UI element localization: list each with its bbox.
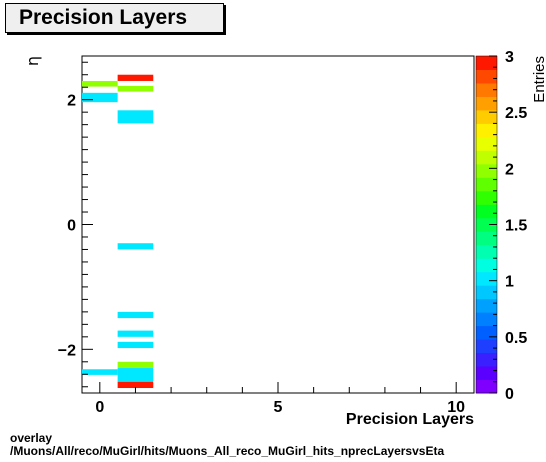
palette-segment bbox=[476, 163, 497, 178]
heatmap-cell bbox=[82, 369, 118, 375]
heatmap-cells bbox=[82, 74, 154, 389]
x-tick-label: 10 bbox=[447, 399, 465, 416]
footer-line-1: overlay bbox=[10, 431, 53, 445]
palette-segment bbox=[476, 69, 497, 84]
palette-segment bbox=[476, 339, 497, 354]
y-tick-label: 2 bbox=[67, 93, 76, 110]
palette-segment bbox=[476, 379, 497, 394]
heatmap-cell bbox=[117, 368, 154, 382]
palette-segment bbox=[476, 312, 497, 327]
palette-segment bbox=[476, 217, 497, 232]
heatmap-cell bbox=[117, 361, 154, 369]
footer: overlay /Muons/All/reco/MuGirl/hits/Muon… bbox=[10, 432, 444, 458]
palette-segment bbox=[476, 150, 497, 165]
palette-segment bbox=[476, 109, 497, 124]
heatmap-cell bbox=[82, 92, 118, 103]
heatmap-cell bbox=[117, 74, 154, 81]
footer-line-2: /Muons/All/reco/MuGirl/hits/Muons_All_re… bbox=[10, 444, 445, 458]
heatmap-cell bbox=[117, 341, 154, 349]
palette-segment bbox=[476, 298, 497, 313]
palette-segment bbox=[476, 258, 497, 273]
palette-segment bbox=[476, 190, 497, 205]
heatmap-cell bbox=[117, 85, 154, 92]
heatmap-cell bbox=[117, 330, 154, 337]
x-tick-label: 5 bbox=[274, 399, 283, 416]
axes: 0 5 10 −2 0 2 bbox=[58, 61, 465, 416]
palette-segment bbox=[476, 366, 497, 381]
heatmap-cell bbox=[82, 80, 118, 87]
heatmap-cell bbox=[117, 243, 154, 250]
palette-segment bbox=[476, 244, 497, 259]
palette-segment bbox=[476, 96, 497, 111]
palette-segment bbox=[476, 136, 497, 151]
z-tick-label: 1.5 bbox=[505, 218, 527, 235]
palette-segment bbox=[476, 231, 497, 246]
palette-segment bbox=[476, 204, 497, 219]
z-tick-label: 1 bbox=[505, 274, 514, 291]
x-axis-title: Precision Layers bbox=[346, 411, 474, 428]
color-palette: 0 0.5 1 1.5 2 2.5 3 bbox=[475, 49, 527, 403]
z-tick-label: 0.5 bbox=[505, 330, 527, 347]
y-tick-label: 0 bbox=[67, 218, 76, 235]
chart-title: Precision Layers bbox=[5, 3, 224, 33]
palette-segment bbox=[476, 177, 497, 192]
palette-segment bbox=[476, 285, 497, 300]
palette-segment bbox=[476, 82, 497, 97]
palette-segment bbox=[476, 56, 497, 70]
palette-segment bbox=[476, 123, 497, 138]
y-tick-label: −2 bbox=[58, 342, 76, 359]
heatmap-cell bbox=[117, 110, 154, 124]
z-tick-label: 2 bbox=[505, 161, 514, 178]
y-axis-title: η bbox=[23, 56, 42, 66]
heatmap-cell bbox=[117, 311, 154, 319]
x-tick-label: 0 bbox=[95, 399, 104, 416]
palette-segment bbox=[476, 325, 497, 340]
palette-segment bbox=[476, 271, 497, 286]
palette-segment bbox=[476, 352, 497, 367]
z-tick-label: 3 bbox=[505, 49, 514, 66]
z-axis-title: Entries bbox=[531, 56, 546, 103]
heatmap-cell bbox=[117, 381, 154, 389]
z-tick-label: 0 bbox=[505, 386, 514, 403]
z-tick-label: 2.5 bbox=[505, 105, 527, 122]
